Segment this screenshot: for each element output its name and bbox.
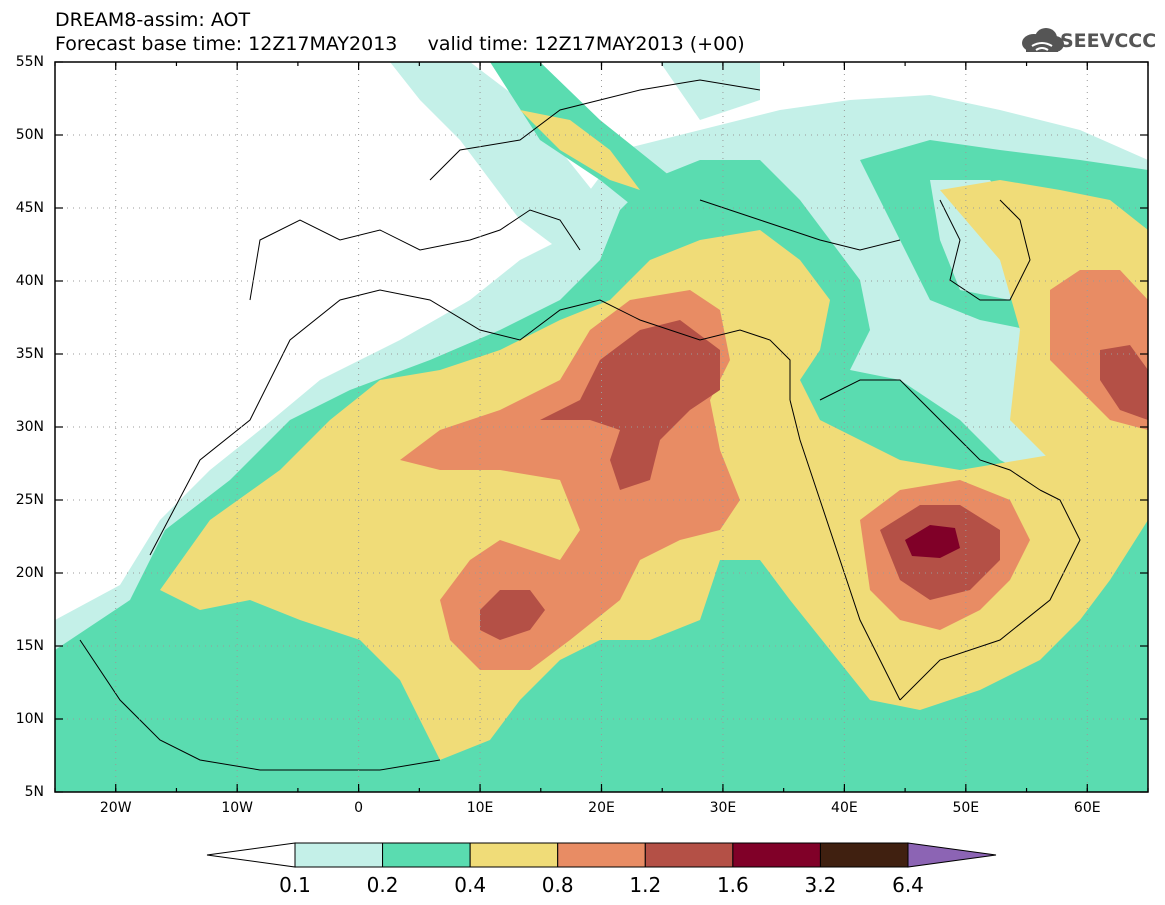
lat-tick-label: 55N [15, 54, 44, 70]
lon-tick-label: 50E [952, 800, 980, 816]
colorbar-segment [819, 842, 909, 868]
lon-tick-label: 40E [831, 800, 858, 816]
colorbar-label: 3.2 [804, 873, 837, 897]
colorbar-segment [644, 842, 734, 868]
colorbar-label: 6.4 [892, 873, 924, 897]
lat-tick-label: 50N [15, 127, 44, 143]
colorbar-segment [382, 842, 471, 868]
lat-tick-label: 10N [15, 711, 44, 727]
colorbar-label: 0.8 [541, 873, 574, 897]
lon-tick-label: 20W [99, 800, 132, 816]
forecast-time-line: Forecast base time: 12Z17MAY2013 valid t… [55, 33, 745, 55]
colorbar-low-arrow [206, 842, 296, 868]
colorbar-segment [732, 842, 821, 868]
coastlines [79, 79, 1081, 771]
colorbar [206, 842, 997, 868]
lon-tick-label: 0 [354, 800, 364, 816]
lat-tick-label: 20N [15, 565, 44, 581]
logo-text: SEEVCCC [1060, 30, 1157, 52]
lat-tick-label: 40N [15, 273, 44, 289]
lat-tick-label: 15N [15, 638, 44, 654]
colorbar-segment [557, 842, 646, 868]
cloud-logo-icon [1022, 28, 1064, 52]
lat-tick-label: 35N [15, 346, 44, 362]
lon-tick-label: 60E [1073, 800, 1101, 816]
colorbar-segment [469, 842, 559, 868]
colorbar-label: 1.6 [716, 873, 749, 897]
contour-1-2 [540, 320, 720, 490]
lat-tick-label: 30N [15, 419, 44, 435]
colorbar-segment [294, 842, 384, 868]
map-title: DREAM8-assim: AOT [55, 9, 251, 31]
colorbar-label: 0.1 [279, 873, 311, 897]
colorbar-label: 0.2 [366, 873, 399, 897]
lat-tick-label: 5N [24, 784, 44, 800]
lat-tick-label: 25N [15, 492, 44, 508]
lon-tick-label: 30E [709, 800, 737, 816]
lat-tick-label: 45N [15, 200, 44, 216]
colorbar-high-arrow [907, 842, 997, 868]
colorbar-label: 1.2 [629, 873, 662, 897]
colorbar-label: 0.4 [454, 873, 487, 897]
lon-tick-label: 10W [221, 800, 253, 816]
contour-1-6 [905, 525, 960, 558]
map-grid [55, 62, 1148, 792]
lon-tick-label: 10E [466, 800, 494, 816]
lon-tick-label: 20E [588, 800, 615, 816]
